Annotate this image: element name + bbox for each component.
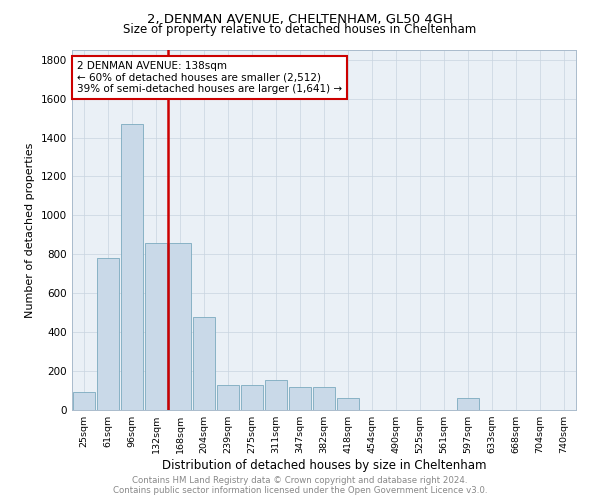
Bar: [169, 242, 191, 410]
Bar: [457, 398, 479, 410]
Bar: [289, 386, 311, 410]
Y-axis label: Number of detached properties: Number of detached properties: [25, 142, 35, 318]
X-axis label: Distribution of detached houses by size in Cheltenham: Distribution of detached houses by size …: [162, 459, 486, 472]
Bar: [97, 258, 119, 410]
Bar: [193, 316, 215, 410]
Text: Contains HM Land Registry data © Crown copyright and database right 2024.: Contains HM Land Registry data © Crown c…: [132, 476, 468, 485]
Bar: [121, 124, 143, 410]
Bar: [313, 386, 335, 410]
Text: 2, DENMAN AVENUE, CHELTENHAM, GL50 4GH: 2, DENMAN AVENUE, CHELTENHAM, GL50 4GH: [147, 12, 453, 26]
Bar: [241, 384, 263, 410]
Bar: [265, 380, 287, 410]
Bar: [337, 398, 359, 410]
Bar: [73, 392, 95, 410]
Text: 2 DENMAN AVENUE: 138sqm
← 60% of detached houses are smaller (2,512)
39% of semi: 2 DENMAN AVENUE: 138sqm ← 60% of detache…: [77, 61, 342, 94]
Text: Contains public sector information licensed under the Open Government Licence v3: Contains public sector information licen…: [113, 486, 487, 495]
Bar: [145, 242, 167, 410]
Text: Size of property relative to detached houses in Cheltenham: Size of property relative to detached ho…: [124, 22, 476, 36]
Bar: [217, 384, 239, 410]
